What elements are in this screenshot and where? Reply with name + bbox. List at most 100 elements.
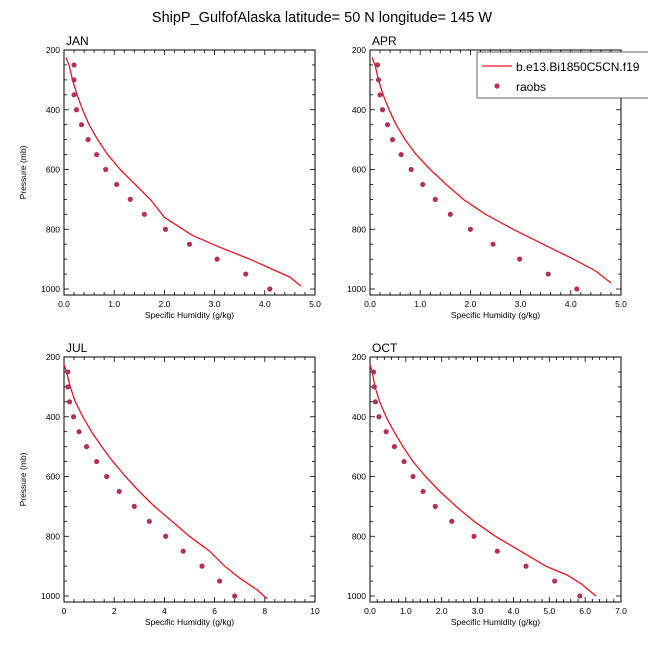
chart-jul-xtick-label: 0 [62,606,67,616]
chart-oct-obs-point [401,458,407,465]
chart-jul-xtick-label: 6 [212,606,217,616]
chart-jul-xtick-label: 10 [310,606,320,616]
chart-oct-ytick-label: 800 [352,531,366,541]
chart-apr-ytick-label: 600 [352,165,366,175]
chart-jan-obs-point [71,92,77,98]
chart-jan-obs-point [243,271,249,277]
chart-oct-xtick-label: 4.0 [508,606,520,616]
chart-apr-xtick-label: 0.0 [364,299,376,309]
chart-jan-xtick-label: 3.0 [209,299,221,309]
chart-apr-xtick-label: 5.0 [615,299,627,309]
chart-jan-xtick-label: 4.0 [259,299,271,309]
chart-oct-xlabel: Specific Humidity (g/kg) [451,617,540,627]
chart-apr-obs-point [398,151,404,158]
chart-oct-obs-point [391,444,397,450]
chart-apr-obs-point [490,241,496,247]
chart-oct-obs-point [376,414,382,420]
chart-oct-xtick-label: 0.0 [364,606,376,616]
chart-apr-obs-point [420,181,426,188]
chart-jan-obs-point [267,286,273,292]
chart-jul-ytick-label: 800 [46,531,60,541]
chart-oct-model-line [369,364,597,597]
chart-apr-xtick-label: 3.0 [515,299,527,309]
chart-jul-panel-label: JUL [66,341,88,355]
chart-jul-ytick-label: 1000 [41,591,60,601]
chart-oct-obs-point [371,384,377,390]
chart-jan-obs-point [71,77,77,83]
chart-jan-obs-point [214,256,220,262]
chart-jan-obs-point [73,107,80,113]
chart-jul-frame [63,356,316,603]
chart-apr-obs-point [379,107,386,113]
chart-oct-obs-point [494,548,500,554]
chart-apr: APR 200 400 600 800 1000 0.0 1.0 2.0 3.0 4.0 5.0 Spe… [347,34,627,320]
legend-model-label: b.e13.Bi1850C5CN.f19 [516,60,640,74]
chart-oct-xtick-label: 3.0 [472,606,484,616]
chart-apr-xtick-label: 4.0 [565,299,577,309]
chart-oct-obs-point [552,578,558,584]
chart-jan-obs-point [85,137,91,143]
chart-oct-xtick-label: 1.0 [400,606,412,616]
chart-jan-ytick-label: 800 [46,224,60,234]
chart-jan-obs-point [114,181,120,188]
chart-jul-model-line [63,364,268,600]
chart-jul-obs-point [104,473,110,480]
chart-jan-obs-point [141,211,147,217]
chart-jan-obs-point [162,226,169,232]
chart-oct-ytick-label: 1000 [347,591,366,601]
chart-oct-obs-point [523,563,529,569]
chart-apr-obs-point [467,226,473,232]
chart-jul-obs-point [163,533,169,539]
chart-apr-xtick-label: 2.0 [464,299,476,309]
chart-apr-obs-point [447,211,453,217]
legend-box [476,51,648,99]
chart-jan-ylabel: Pressure (mb) [18,145,28,199]
chart-apr-model-line [371,57,612,284]
figure-title: ShipP_GulfofAlaska latitude= 50 N longit… [152,10,492,26]
chart-jul-obs-point [76,429,82,435]
chart-jul-obs-point [180,548,186,554]
chart-jan-ytick-label: 1000 [41,284,60,294]
chart-jul-ytick-label: 200 [46,352,60,362]
chart-jan-frame [63,49,316,296]
chart-apr-obs-point [384,122,391,128]
chart-jul-xtick-label: 2 [112,606,117,616]
legend-obs-swatch [494,83,500,89]
chart-apr-frame [369,49,622,296]
chart-jan-obs-point [71,62,77,68]
chart-apr-obs-point [516,256,523,262]
chart-jul-obs-point [232,593,238,599]
chart-oct-obs-point [372,399,378,405]
chart-apr-obs-point [574,286,580,292]
chart-oct-xtick-label: 2.0 [436,606,448,616]
chart-jul-xtick-label: 4 [162,606,167,616]
chart-apr-ytick-label: 1000 [347,284,366,294]
chart-jul-obs-point [131,503,137,509]
chart-oct-obs-point [471,533,477,539]
chart-jul-obs-point [94,458,100,465]
chart-apr-xtick-label: 1.0 [414,299,426,309]
chart-apr-obs-point [432,196,438,202]
chart-apr-xlabel: Specific Humidity (g/kg) [451,310,540,320]
chart-jan-xtick-label: 1.0 [108,299,120,309]
chart-jan-ytick-label: 600 [46,165,60,175]
chart-oct-panel-label: OCT [372,341,398,355]
chart-oct-obs-point [432,503,438,509]
chart-jan-xtick-label: 5.0 [309,299,321,309]
chart-jan-xlabel: Specific Humidity (g/kg) [145,310,234,320]
chart-jul-ytick-label: 400 [46,412,60,422]
chart-jan: JAN 200 400 600 800 1000 0.0 1.0 2.0 3.0 4.0 5.0 Spe… [18,34,321,320]
chart-apr-obs-point [545,271,551,277]
chart-jan-obs-point [103,166,109,173]
chart-apr-obs-point [374,62,381,68]
chart-apr-obs-point [408,166,414,173]
chart-oct-ytick-label: 600 [352,472,366,482]
chart-jul-obs-point [116,488,122,495]
chart-jul-obs-point [146,518,152,524]
chart-jul-obs-point [83,444,90,450]
chart-jan-obs-point [127,196,133,202]
chart-jul-xtick-label: 8 [262,606,267,616]
